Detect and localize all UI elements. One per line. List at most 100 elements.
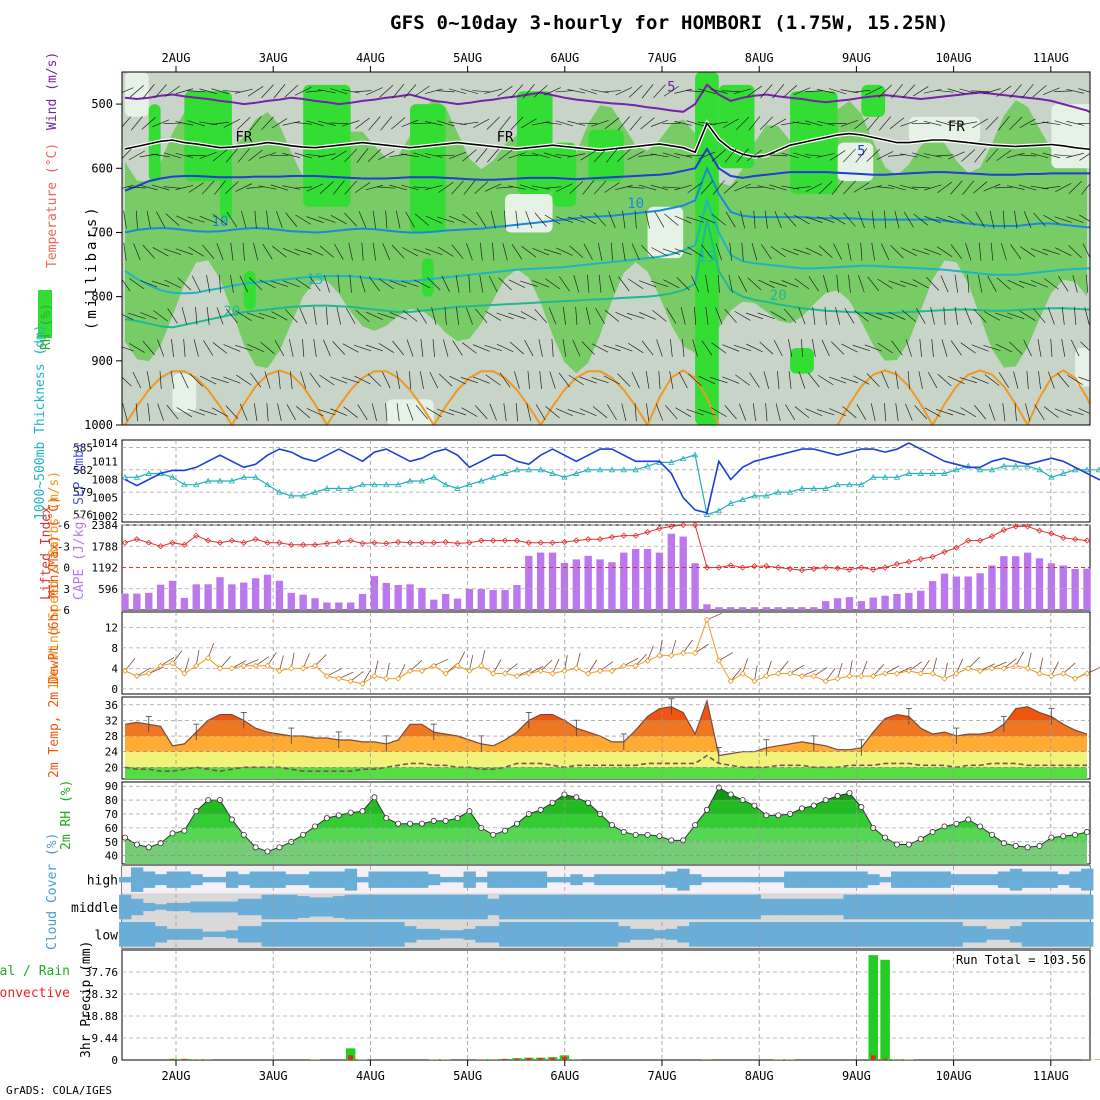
wind-barb xyxy=(954,306,958,325)
wind-barb xyxy=(985,116,999,131)
wind-barb xyxy=(313,306,317,325)
cloud-cell xyxy=(926,871,940,888)
wind-barb xyxy=(177,277,192,291)
wind-barb xyxy=(662,152,681,159)
wind-barb xyxy=(614,185,633,191)
cloud-cell xyxy=(807,898,821,916)
isotherm-label: FR xyxy=(497,129,514,145)
wind-barb xyxy=(912,152,930,159)
cape-bar xyxy=(1047,563,1056,610)
wind-barb xyxy=(122,184,134,189)
cloud-cell xyxy=(368,871,381,888)
cloud-cell xyxy=(487,871,500,888)
wind10m-barb xyxy=(599,661,614,672)
wind-barb xyxy=(441,275,450,293)
rh2m-point xyxy=(965,816,972,823)
wind-barb xyxy=(555,90,574,93)
y-tick-label-left: 585 xyxy=(73,441,93,454)
thickness-point xyxy=(549,470,556,476)
wind-barb xyxy=(627,150,644,160)
wind-barb xyxy=(520,280,538,287)
wind-barb xyxy=(334,243,344,260)
wind10m-point xyxy=(834,675,841,682)
wind10m-point xyxy=(561,667,568,675)
wind-barb xyxy=(444,306,447,325)
wind-barb xyxy=(638,184,657,191)
wind-barb xyxy=(881,243,890,261)
wind-barb xyxy=(983,183,1001,192)
wind-barb xyxy=(183,338,186,357)
wind-barb xyxy=(163,122,182,125)
wind-barb xyxy=(724,308,737,323)
cape-bar xyxy=(988,565,996,610)
cloud-cell xyxy=(914,871,928,888)
wind-barb xyxy=(961,213,976,226)
wind-barb xyxy=(543,121,562,125)
wind-barb xyxy=(497,149,513,162)
cloud-cell xyxy=(653,874,666,886)
wind-barb xyxy=(520,311,537,321)
wind-barb xyxy=(964,307,972,325)
wind-barb xyxy=(503,403,507,422)
rh2m-line xyxy=(124,786,1088,853)
wind-barb xyxy=(618,276,630,292)
wind-barb xyxy=(879,116,892,131)
wind-barb xyxy=(710,407,727,418)
x-tick-label: 4AUG xyxy=(356,51,385,65)
wind10m-point xyxy=(715,657,722,664)
cloud-cell xyxy=(1057,922,1070,947)
wind-barb xyxy=(1068,180,1082,195)
cloud-cell xyxy=(724,894,738,920)
cloud-cell xyxy=(404,926,417,943)
isotherm-label: 5 xyxy=(857,143,865,159)
y-tick-label-right: 2384 xyxy=(92,519,119,532)
cloud-cell xyxy=(297,896,310,918)
lifted-index-point xyxy=(680,521,687,529)
cloud-cell xyxy=(225,901,239,913)
cloud-cell xyxy=(938,922,951,947)
wind-barb xyxy=(165,213,180,226)
wind-barb xyxy=(361,242,364,261)
wind-barb xyxy=(223,118,241,128)
wind-barb xyxy=(1033,308,1046,324)
wind-barb xyxy=(332,180,345,195)
rh2m-point xyxy=(1012,842,1019,849)
wind-barb xyxy=(1042,152,1061,159)
wind-barb xyxy=(122,403,128,421)
wind-barb xyxy=(420,339,424,357)
cloud-cell xyxy=(534,894,548,920)
wind-barb xyxy=(211,121,229,125)
cape-bar xyxy=(251,578,260,610)
wind10m-point xyxy=(905,667,912,675)
wind-barb xyxy=(591,376,609,384)
cloud-cell xyxy=(938,871,951,888)
thickness-point xyxy=(834,481,841,488)
rh2m-point xyxy=(680,837,687,844)
wind-barb xyxy=(497,85,513,97)
wind10m-barb xyxy=(267,652,277,667)
wind10m-point xyxy=(300,665,307,672)
wind10m-barb xyxy=(326,668,342,677)
cloud-cell xyxy=(202,931,215,938)
cloud-cell xyxy=(879,894,892,920)
wind10m-barb xyxy=(207,642,215,659)
cloud-cell xyxy=(950,874,963,886)
wind-barb xyxy=(353,344,372,352)
wind-barb xyxy=(302,338,305,357)
wind-barb xyxy=(579,88,597,95)
wind-barb xyxy=(262,243,273,260)
cloud-cell xyxy=(1069,871,1082,888)
wind10m-point xyxy=(335,675,342,682)
lifted-index-point xyxy=(228,537,235,544)
wind-barb xyxy=(344,212,358,227)
wind-barb xyxy=(448,88,467,95)
wind-barb xyxy=(278,371,281,390)
wind-barb xyxy=(259,279,276,289)
temperature-legend-label: Temperature (°C) xyxy=(45,143,60,268)
wind-barb xyxy=(544,214,561,225)
wind-barb xyxy=(997,116,1010,131)
rh-light-patch xyxy=(1075,347,1090,387)
wind-barb xyxy=(808,276,820,292)
wind-barb xyxy=(627,278,644,290)
rh-light-patch xyxy=(647,206,684,259)
